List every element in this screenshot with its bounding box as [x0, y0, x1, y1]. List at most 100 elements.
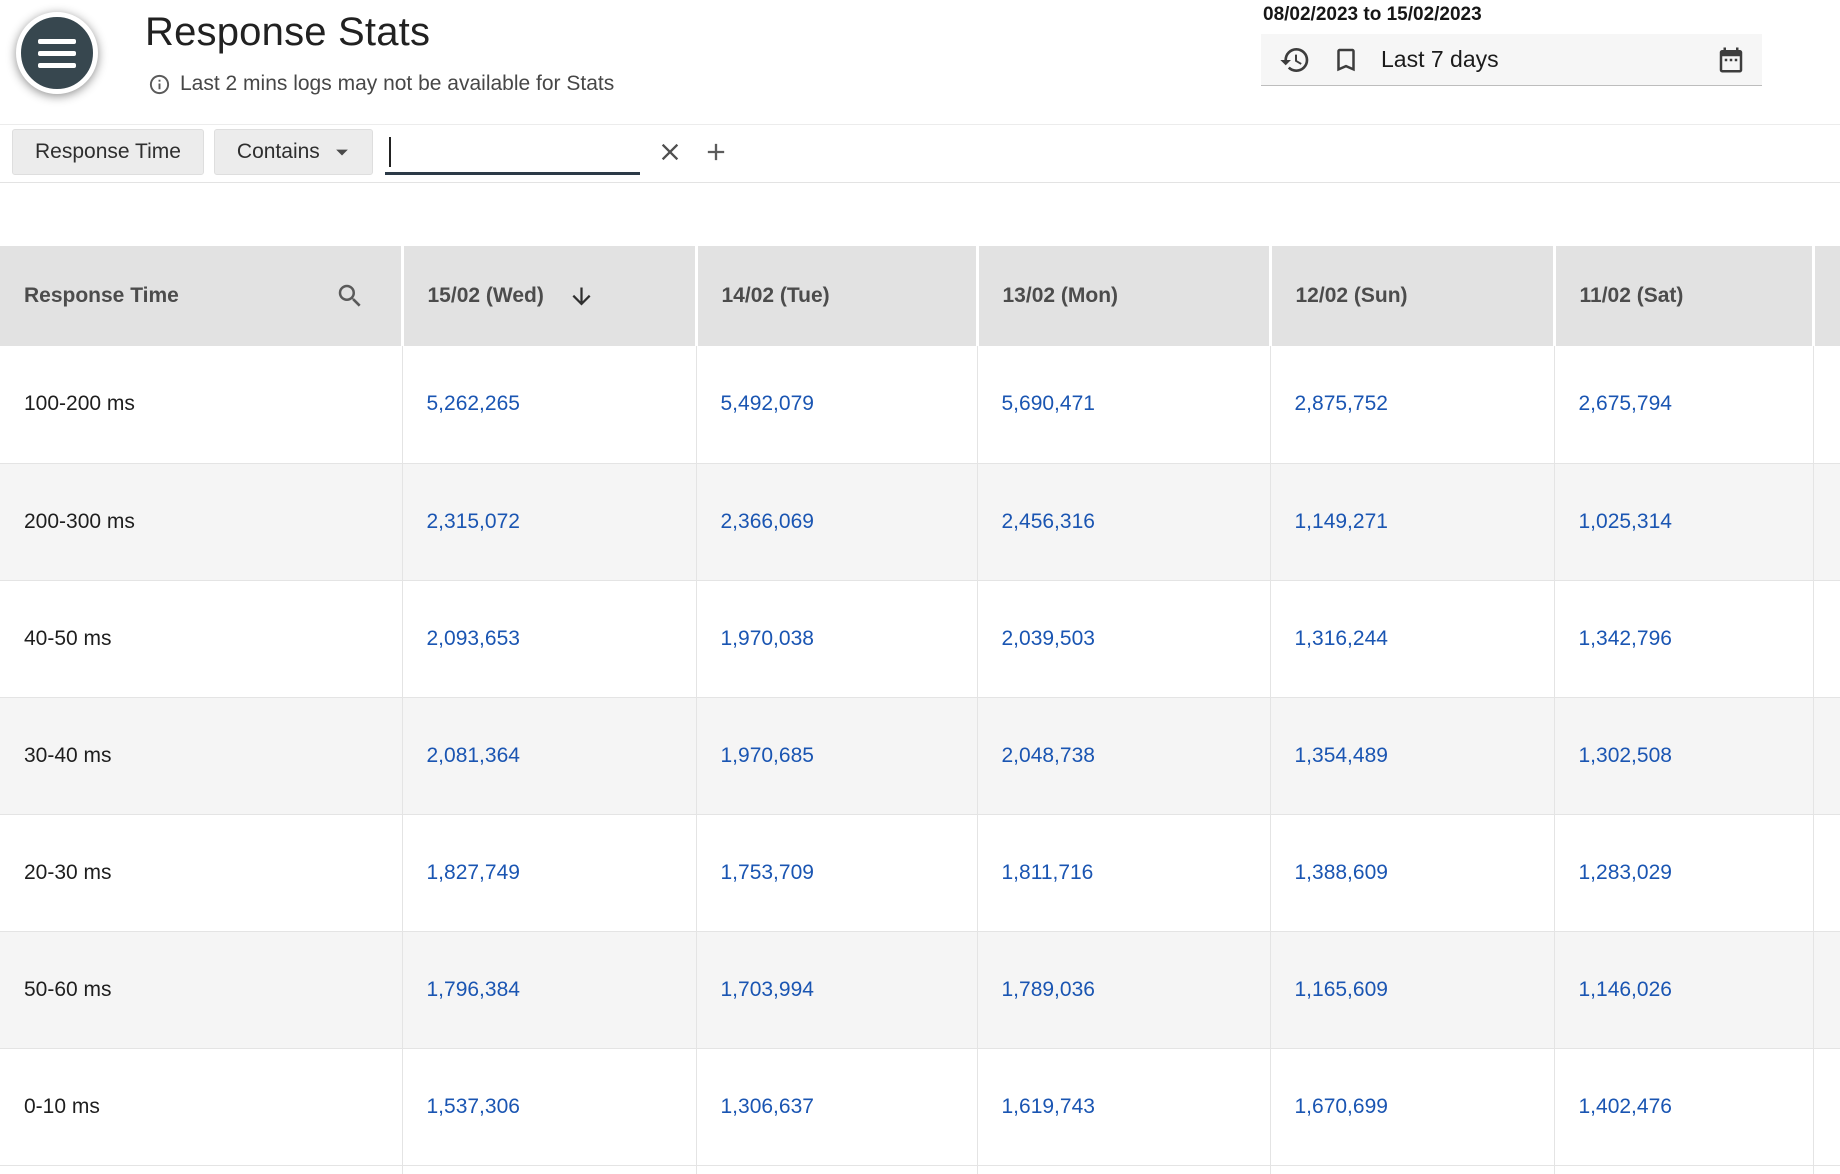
response-stats-table: Response Time 15/02 (Wed) 14/02 (Tue) 13… [0, 246, 1840, 1174]
stat-value-link[interactable]: 1,753,709 [696, 814, 978, 932]
filter-clear-button[interactable] [650, 129, 690, 175]
time-range-preset-label[interactable]: Last 7 days [1381, 46, 1499, 72]
stat-value-link[interactable]: 1,619,743 [977, 1048, 1271, 1166]
cell-overflow [1813, 931, 1840, 1049]
stat-value-cell [402, 1165, 697, 1174]
stat-value-link[interactable]: 5,492,079 [696, 346, 978, 464]
table-header-row: Response Time 15/02 (Wed) 14/02 (Tue) 13… [0, 246, 1840, 346]
text-cursor [388, 137, 391, 167]
stat-value-link[interactable]: 2,875,752 [1270, 346, 1555, 464]
hamburger-icon [38, 50, 76, 56]
column-header-label: 12/02 (Sun) [1295, 284, 1408, 307]
stat-value-link[interactable]: 1,388,609 [1270, 814, 1555, 932]
info-icon [149, 74, 170, 94]
stat-value-link[interactable]: 1,025,314 [1554, 463, 1814, 581]
cell-overflow [1813, 580, 1840, 698]
stat-value-link[interactable]: 5,262,265 [402, 346, 697, 464]
close-icon [661, 143, 678, 161]
sort-descending-icon [572, 287, 591, 305]
row-label: 50-60 ms [0, 931, 403, 1049]
stat-value-cell [696, 1165, 978, 1174]
stat-value-link[interactable]: 2,039,503 [977, 580, 1271, 698]
column-header-day-sun[interactable]: 12/02 (Sun) [1270, 246, 1556, 346]
stat-value-link[interactable]: 1,970,685 [696, 697, 978, 815]
stat-value-link[interactable]: 1,789,036 [977, 931, 1271, 1049]
stat-value-link[interactable]: 1,306,637 [696, 1048, 978, 1166]
stat-value-cell [1270, 1165, 1555, 1174]
table-row: 50-60 ms 1,796,384 1,703,994 1,789,036 1… [0, 931, 1840, 1049]
calendar-icon[interactable] [1716, 45, 1746, 75]
filter-field-label: Response Time [35, 140, 181, 163]
column-header-response-time[interactable]: Response Time [0, 246, 404, 346]
cell-overflow [1813, 463, 1840, 581]
history-icon[interactable] [1279, 44, 1311, 76]
row-label: 200-300 ms [0, 463, 403, 581]
stat-value-link[interactable]: 1,970,038 [696, 580, 978, 698]
column-header-day-mon[interactable]: 13/02 (Mon) [977, 246, 1272, 346]
stat-value-link[interactable]: 2,366,069 [696, 463, 978, 581]
row-label [0, 1165, 403, 1174]
table-row: 30-40 ms 2,081,364 1,970,685 2,048,738 1… [0, 697, 1840, 815]
filter-value-input-wrap [384, 129, 640, 175]
stat-value-link[interactable]: 5,690,471 [977, 346, 1271, 464]
cell-overflow [1813, 346, 1840, 464]
filter-operator-dropdown[interactable]: Contains [213, 129, 373, 175]
stat-value-link[interactable]: 1,670,699 [1270, 1048, 1555, 1166]
column-header-day-wed[interactable]: 15/02 (Wed) [402, 246, 698, 346]
chevron-down-icon [335, 149, 348, 156]
table-row: 40-50 ms 2,093,653 1,970,038 2,039,503 1… [0, 580, 1840, 698]
stat-value-link[interactable]: 2,456,316 [977, 463, 1271, 581]
table-row: 0-10 ms 1,537,306 1,306,637 1,619,743 1,… [0, 1048, 1840, 1166]
row-label: 30-40 ms [0, 697, 403, 815]
stat-value-link[interactable]: 1,146,026 [1554, 931, 1814, 1049]
column-header-label: 11/02 (Sat) [1579, 284, 1684, 307]
cell-overflow [1813, 1048, 1840, 1166]
stat-value-link[interactable]: 2,048,738 [977, 697, 1271, 815]
stat-value-cell [1554, 1165, 1814, 1174]
bookmark-icon[interactable] [1331, 45, 1361, 75]
stat-value-link[interactable]: 1,316,244 [1270, 580, 1555, 698]
stat-value-link[interactable]: 1,811,716 [977, 814, 1271, 932]
cell-overflow [1813, 697, 1840, 815]
page-title: Response Stats [145, 10, 431, 54]
time-range-picker[interactable]: Last 7 days [1261, 34, 1762, 86]
stat-value-link[interactable]: 1,342,796 [1554, 580, 1814, 698]
stat-value-link[interactable]: 1,537,306 [402, 1048, 697, 1166]
stat-value-link[interactable]: 1,302,508 [1554, 697, 1814, 815]
row-label: 100-200 ms [0, 346, 403, 464]
column-header-day-sat[interactable]: 11/02 (Sat) [1554, 246, 1815, 346]
table-row-partial [0, 1165, 1840, 1174]
row-label: 40-50 ms [0, 580, 403, 698]
stat-value-link[interactable]: 1,827,749 [402, 814, 697, 932]
stat-value-link[interactable]: 1,703,994 [696, 931, 978, 1049]
stat-value-link[interactable]: 2,675,794 [1554, 346, 1814, 464]
search-icon[interactable] [335, 281, 365, 311]
date-range-text: 08/02/2023 to 15/02/2023 [1263, 4, 1482, 25]
stats-info-note: Last 2 mins logs may not be available fo… [148, 72, 614, 96]
stat-value-link[interactable]: 1,796,384 [402, 931, 697, 1049]
stat-value-link[interactable]: 1,165,609 [1270, 931, 1555, 1049]
column-header-label: 14/02 (Tue) [721, 284, 830, 307]
topbar: Response Stats Last 2 mins logs may not … [0, 0, 1840, 124]
stat-value-link[interactable]: 1,354,489 [1270, 697, 1555, 815]
filter-bar: Response Time Contains [0, 124, 1840, 183]
table-row: 100-200 ms 5,262,265 5,492,079 5,690,471… [0, 346, 1840, 464]
column-header-overflow [1813, 246, 1840, 346]
stat-value-link[interactable]: 1,283,029 [1554, 814, 1814, 932]
row-label: 20-30 ms [0, 814, 403, 932]
hamburger-icon [38, 38, 76, 44]
plus-icon [707, 143, 724, 161]
column-header-day-tue[interactable]: 14/02 (Tue) [696, 246, 979, 346]
stat-value-link[interactable]: 2,081,364 [402, 697, 697, 815]
time-range-area: 08/02/2023 to 15/02/2023 Last 7 days [1261, 4, 1762, 86]
filter-field-chip[interactable]: Response Time [12, 129, 204, 175]
stat-value-link[interactable]: 2,315,072 [402, 463, 697, 581]
stat-value-link[interactable]: 2,093,653 [402, 580, 697, 698]
stats-info-text: Last 2 mins logs may not be available fo… [180, 72, 615, 95]
hamburger-menu-button[interactable] [16, 12, 98, 94]
filter-value-input[interactable] [384, 129, 640, 172]
filter-add-button[interactable] [696, 129, 736, 175]
stat-value-link[interactable]: 1,149,271 [1270, 463, 1555, 581]
column-header-label: Response Time [24, 284, 179, 307]
stat-value-link[interactable]: 1,402,476 [1554, 1048, 1814, 1166]
